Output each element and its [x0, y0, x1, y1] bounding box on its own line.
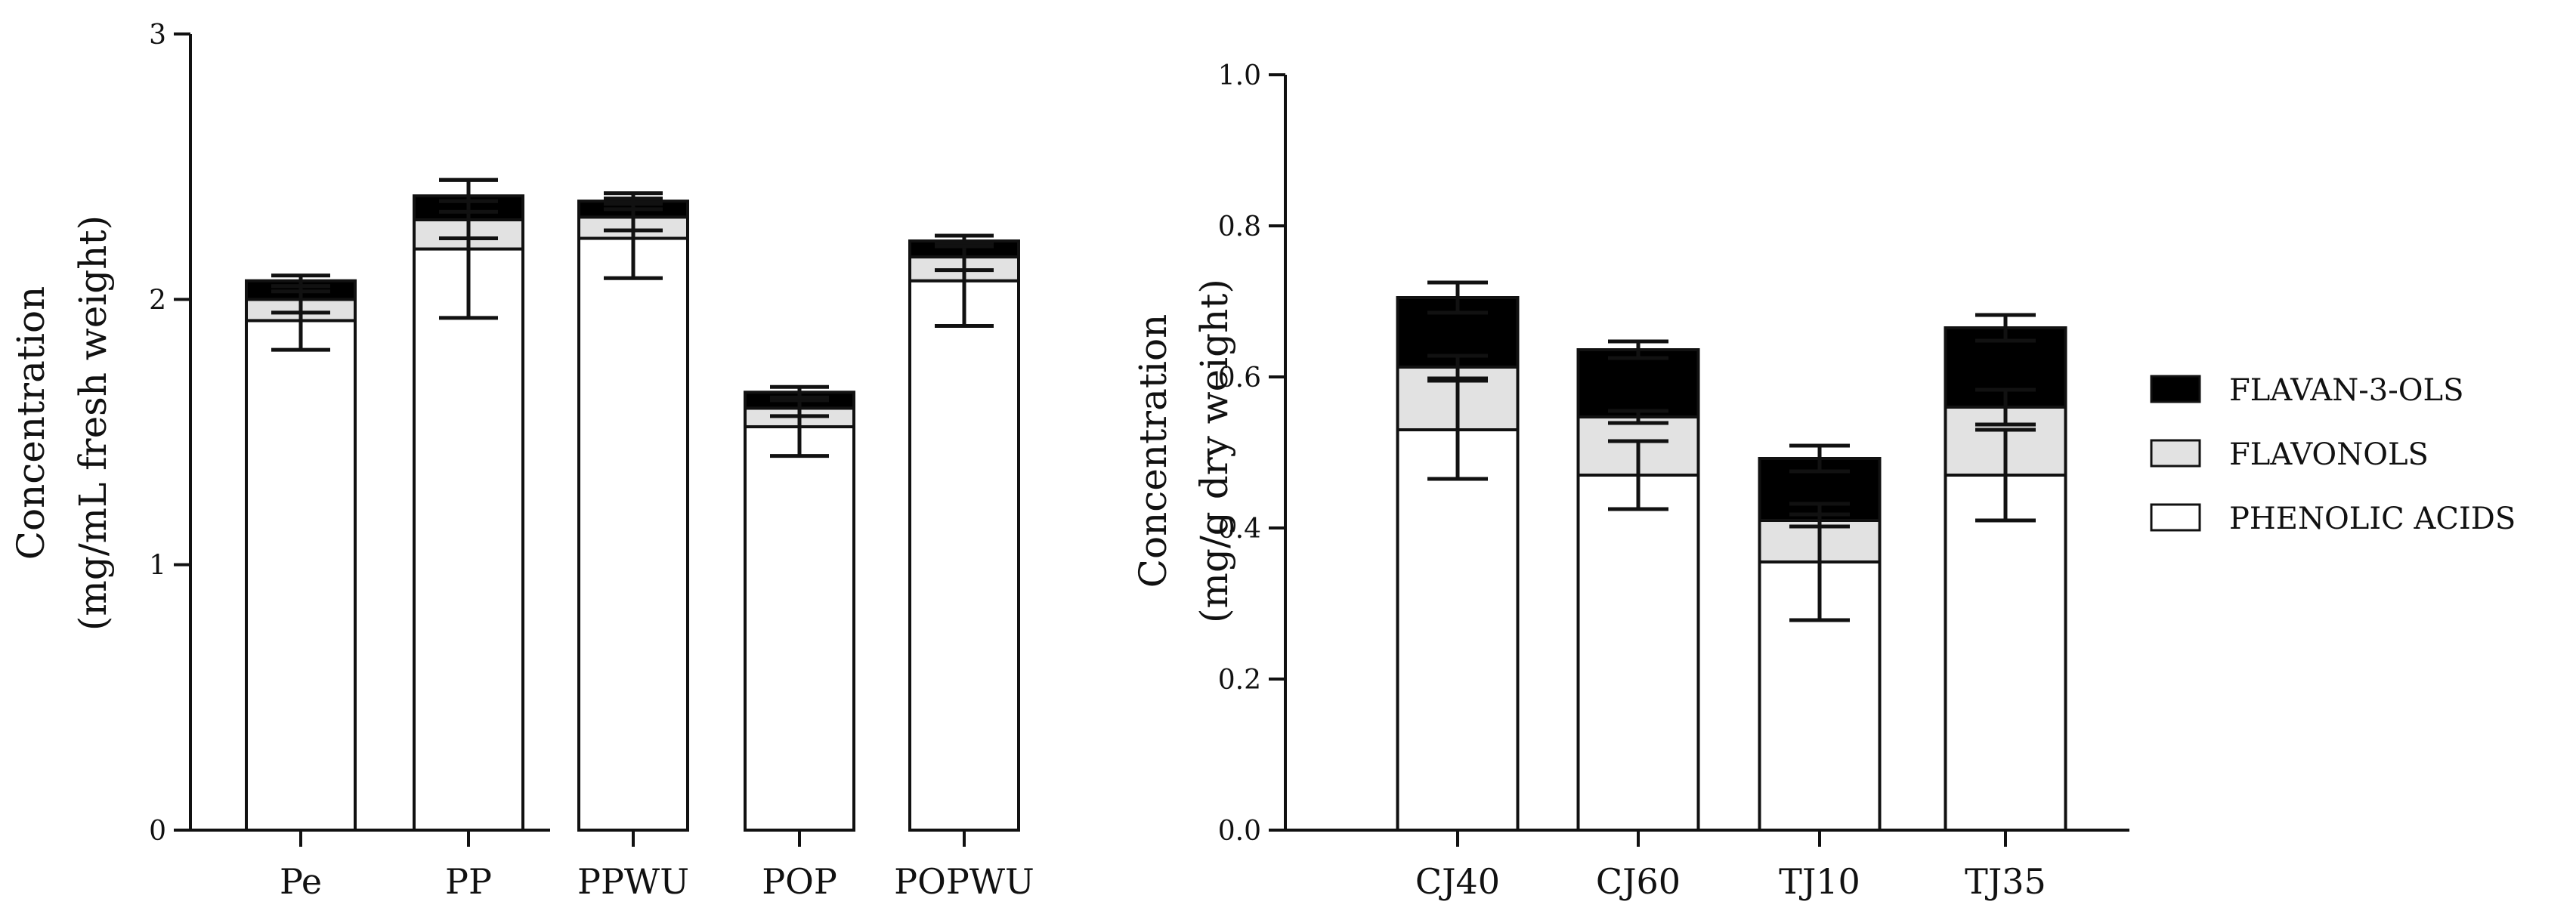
legend-swatch-flavonols: [2150, 439, 2201, 468]
y-tick-label: 0.2: [1218, 665, 1261, 696]
legend-swatch-phenolic-acids: [2150, 503, 2201, 532]
y-tick-label: 1.0: [1218, 60, 1261, 91]
bar-pp-phenolic-acids: [413, 247, 524, 832]
bar-pop-phenolic-acids: [744, 424, 855, 832]
x-tick-label-tj35: TJ35: [1965, 861, 2046, 902]
y-axis-title: Concentration: [1131, 314, 1175, 588]
legend: FLAVAN-3-OLS FLAVONOLS PHENOLIC ACIDS: [2150, 373, 2516, 536]
bar-ppwu-phenolic-acids: [577, 236, 689, 832]
y-tick-label: 0.6: [1218, 363, 1261, 394]
x-tick-label-pop: POP: [762, 861, 837, 902]
bar-pe-phenolic-acids: [245, 319, 357, 832]
y-tick-label: 1: [149, 551, 166, 582]
x-tick-label-popwu: POPWU: [894, 861, 1034, 902]
y-tick-label: 2: [149, 285, 166, 316]
x-tick-label-ppwu: PPWU: [577, 861, 689, 902]
x-tick-label-pe: Pe: [280, 861, 322, 902]
bar-cj60-phenolic-acids: [1576, 474, 1700, 832]
y-tick-label: 0.0: [1218, 816, 1261, 847]
bar-tj35-phenolic-acids: [1944, 474, 2067, 832]
bar-cj40-phenolic-acids: [1396, 428, 1520, 832]
legend-label-phenolic-acids: PHENOLIC ACIDS: [2229, 502, 2516, 536]
y-tick-label: 0: [149, 816, 166, 847]
chart-left: 0 1 2 3 Pe PP PPWU POP POPWU Concentration (mg/mL …: [9, 20, 1034, 902]
chart-right: 0.0 0.2 0.4 0.6 0.8 1.0 CJ40 CJ60 TJ10 TJ35 Concen…: [1131, 60, 2129, 902]
y-tick-label: 0.4: [1218, 514, 1261, 545]
y-tick-label: 0.8: [1218, 211, 1261, 242]
x-tick-label-tj10: TJ10: [1779, 861, 1860, 902]
legend-swatch-flavan-3-ols: [2150, 375, 2201, 403]
y-tick-label: 3: [149, 20, 166, 51]
bar-cj60-flavan-3-ols: [1576, 348, 1700, 418]
y-axis-subtitle: (mg/g dry weight): [1192, 279, 1236, 623]
x-tick-label-cj60: CJ60: [1596, 861, 1681, 902]
y-axis-title: Concentration: [9, 286, 53, 560]
bar-popwu-phenolic-acids: [908, 279, 1020, 832]
x-tick-label-pp: PP: [445, 861, 492, 902]
legend-label-flavonols: FLAVONOLS: [2229, 437, 2429, 472]
legend-label-flavan-3-ols: FLAVAN-3-OLS: [2229, 373, 2464, 408]
y-axis-subtitle: (mg/mL fresh weight): [71, 215, 115, 631]
x-tick-label-cj40: CJ40: [1415, 861, 1500, 902]
